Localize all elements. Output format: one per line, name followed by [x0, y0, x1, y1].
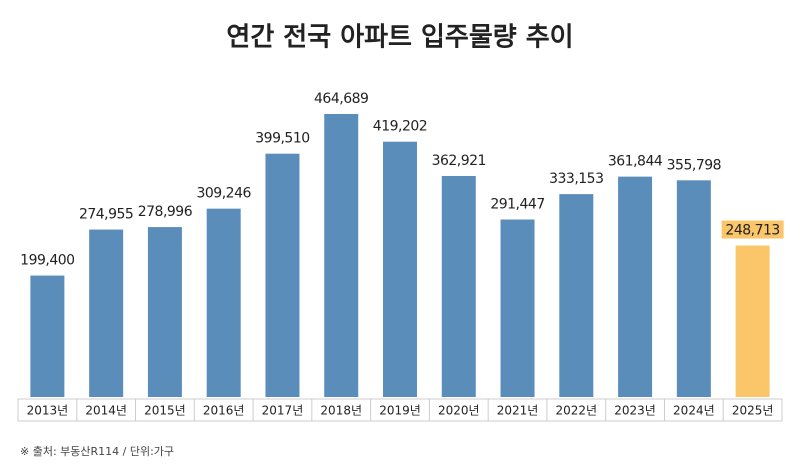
value-label: 248,713 [725, 223, 779, 239]
bar [618, 176, 653, 397]
value-label: 419,202 [373, 119, 427, 135]
value-label: 464,689 [314, 91, 368, 107]
bar [441, 175, 476, 397]
category-row [17, 398, 783, 422]
x-tick-label: 2019년 [379, 404, 421, 418]
bar [147, 227, 182, 397]
source-note: ※ 출처: 부동산R114 / 단위:가구 [20, 445, 174, 458]
value-label: 199,400 [20, 253, 74, 269]
value-label: 355,798 [667, 157, 721, 173]
bar [324, 114, 359, 397]
value-label: 362,921 [432, 153, 486, 169]
value-label: 309,246 [196, 186, 251, 202]
x-tick-label: 2018년 [320, 404, 362, 418]
x-tick-label: 2023년 [614, 404, 656, 418]
x-tick-label: 2015년 [144, 404, 186, 418]
bar [383, 141, 417, 397]
x-tick-label: 2022년 [556, 404, 598, 418]
value-label: 278,996 [138, 204, 193, 220]
value-label: 291,447 [490, 197, 544, 213]
x-tick-label: 2025년 [732, 404, 774, 418]
x-tick-label: 2020년 [438, 404, 480, 418]
x-tick-label: 2013년 [27, 404, 69, 418]
bar [735, 245, 770, 397]
value-label-highlight [721, 220, 784, 239]
bar [30, 275, 65, 397]
bar [500, 219, 535, 397]
value-label: 274,955 [79, 207, 133, 223]
x-tick-label: 2017년 [262, 404, 304, 418]
value-label: 333,153 [549, 171, 603, 187]
x-tick-label: 2014년 [85, 404, 127, 418]
value-label: 361,844 [608, 154, 663, 170]
bar [559, 194, 594, 397]
chart-title: 연간 전국 아파트 입주물량 추이 [226, 23, 573, 53]
bar [89, 229, 124, 397]
x-tick-label: 2016년 [203, 404, 245, 418]
bar [206, 208, 241, 397]
bar [676, 180, 711, 397]
x-tick-label: 2024년 [673, 404, 715, 418]
bar [265, 153, 300, 397]
value-label: 399,510 [255, 131, 309, 147]
x-tick-label: 2021년 [497, 404, 539, 418]
